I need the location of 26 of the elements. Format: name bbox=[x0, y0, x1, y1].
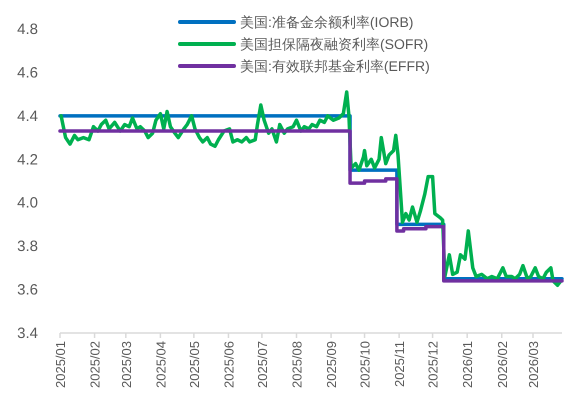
y-tick-label: 4.2 bbox=[17, 151, 38, 168]
x-tick-label: 2025/12 bbox=[426, 341, 441, 388]
y-tick-label: 4.6 bbox=[17, 64, 38, 82]
x-tick-label: 2025/05 bbox=[186, 341, 202, 388]
y-tick-label: 3.4 bbox=[17, 325, 38, 342]
x-tick-label: 2025/07 bbox=[254, 341, 270, 388]
x-tick-label: 2025/09 bbox=[324, 341, 340, 388]
y-tick-label: 4.8 bbox=[17, 21, 38, 38]
x-tick-label: 2025/04 bbox=[153, 341, 168, 388]
x-tick-label: 2025/06 bbox=[221, 341, 236, 388]
x-tick-label: 2026/03 bbox=[526, 341, 541, 388]
y-tick-label: 3.6 bbox=[17, 282, 38, 299]
x-tick-label: 2025/02 bbox=[88, 341, 103, 388]
x-tick-label: 2025/11 bbox=[392, 341, 408, 388]
x-tick-label: 2026/02 bbox=[494, 341, 510, 388]
x-tick-label: 2025/10 bbox=[358, 341, 373, 388]
x-tick-label: 2025/03 bbox=[118, 341, 134, 388]
x-tick-label: 2025/01 bbox=[53, 341, 68, 388]
y-tick-label: 4.0 bbox=[17, 194, 38, 212]
x-tick-label: 2025/08 bbox=[290, 341, 304, 388]
legend-label: 美国:有效联邦基金利率(EFFR) bbox=[240, 58, 430, 74]
x-tick-label: 2026/01 bbox=[460, 341, 476, 388]
y-tick-label: 3.8 bbox=[17, 238, 38, 256]
legend-label: 美国:准备金余额利率(IORB) bbox=[240, 14, 414, 30]
y-tick-label: 4.4 bbox=[17, 108, 38, 125]
legend-label: 美国担保隔夜融资利率(SOFR) bbox=[240, 36, 428, 52]
